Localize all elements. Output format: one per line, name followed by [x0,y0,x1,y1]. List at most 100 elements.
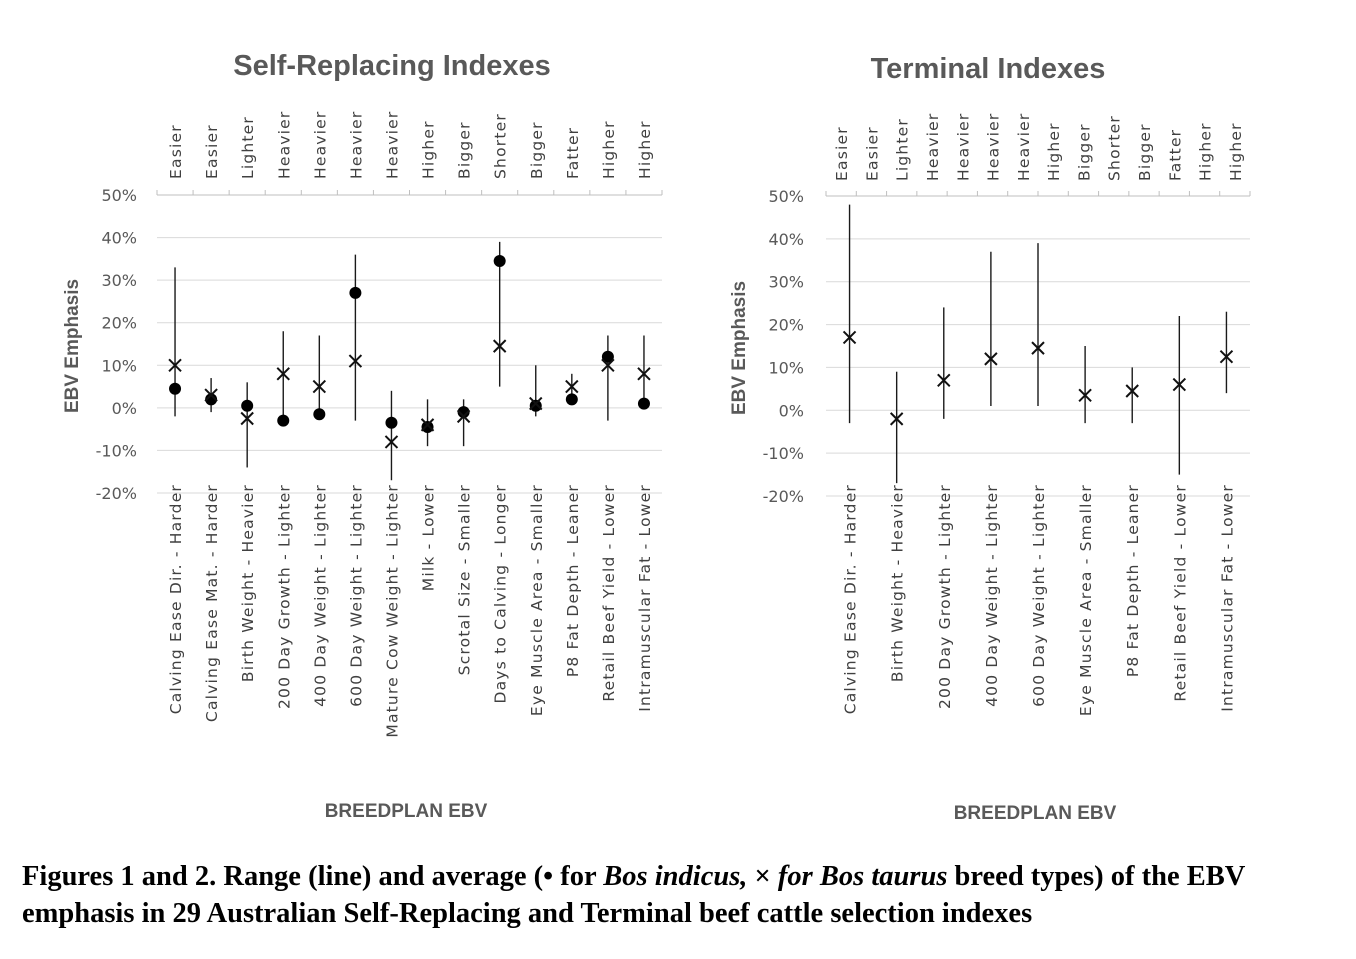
taurus-average-cross [168,358,182,372]
y-axis-label: EBV Emphasis [62,279,83,413]
indicus-average-dot [457,406,470,419]
category-label: Retail Beef Yield - Lower [1171,484,1189,702]
category-label: Scrotal Size - Smaller [456,484,474,675]
taurus-average-cross [348,354,363,368]
taurus-average-cross [984,352,998,366]
taurus-average-cross [1219,350,1234,364]
top-axis-label: Easier [833,126,851,181]
indicus-average-dot [277,414,290,427]
taurus-average-cross [492,339,507,353]
category-label: Intramuscular Fat - Lower [1218,484,1236,712]
y-tick-label: 0% [779,401,804,420]
top-axis-label: Lighter [239,116,257,179]
taurus-average-cross [637,367,651,381]
taurus-average-cross [529,396,543,411]
category-label: 400 Day Weight - Lighter [983,484,1001,707]
indicus-average-dot [241,399,254,412]
indicus-average-dot [169,382,182,395]
top-axis-label: Lighter [894,118,912,181]
taurus-average-cross [889,412,904,426]
taurus-average-cross [204,388,218,402]
taurus-average-cross [420,418,435,432]
category-label: Retail Beef Yield - Lower [600,484,618,702]
top-axis-label: Heavier [383,111,401,179]
taurus-average-cross [276,367,290,381]
terminal-chart: Terminal Indexes BREEDPLAN EBV EBV Empha… [729,53,1251,824]
category-label: 200 Day Growth - Lighter [275,484,293,709]
taurus-average-cross [1125,384,1139,398]
taurus-average-cross [842,330,857,345]
caption-italic-taurus: for Bos taurus [777,861,948,892]
top-axis-label: Heavier [1015,113,1033,181]
indicus-average-dot [349,286,362,299]
caption-text: Figures 1 and 2. Range (line) and averag… [22,861,604,892]
y-tick-label: 50% [101,186,137,205]
top-axis-label: Easier [203,124,221,179]
y-tick-label: 50% [768,187,804,206]
top-axis-label: Shorter [1106,115,1124,181]
top-axis-label: Heavier [985,113,1003,181]
category-label: 600 Day Weight - Lighter [347,484,365,707]
indicus-average-dot [601,350,614,363]
x-axis-label: BREEDPLAN EBV [325,801,488,822]
top-axis-label: Easier [863,126,881,181]
y-tick-label: 10% [101,356,137,375]
top-axis-label: Heavier [954,113,972,181]
indicus-average-dot [385,416,398,429]
top-axis-label: Fatter [1166,129,1184,181]
indicus-average-dot [493,254,506,267]
taurus-average-cross [1031,341,1045,355]
indicus-average-dot [529,399,542,412]
taurus-average-cross [601,358,615,372]
category-label: Days to Calving - Longer [492,484,510,704]
taurus-average-cross [565,379,579,394]
top-axis-label: Heavier [347,111,365,179]
taurus-average-cross [456,409,471,424]
category-label: P8 Fat Depth - Leaner [1124,484,1142,677]
y-tick-label: 40% [101,229,137,248]
y-tick-label: 30% [768,273,804,292]
y-tick-label: -10% [763,444,804,463]
indicus-average-dot [637,397,650,410]
taurus-average-cross [312,379,327,394]
taurus-average-cross [1078,388,1092,402]
figure-caption: Figures 1 and 2. Range (line) and averag… [22,858,1342,932]
charts-svg: Self-Replacing Indexes BREEDPLAN EBV EBV… [62,50,1251,824]
top-axis-label: Bigger [1075,123,1093,181]
top-axis-label: Higher [1045,122,1063,181]
top-axis-label: Heavier [275,111,293,179]
top-axis-label: Bigger [456,121,474,179]
y-tick-label: 30% [101,271,137,290]
category-label: Eye Muscle Area - Smaller [1077,484,1095,716]
category-label: Calving Ease Dir. - Harder [167,484,185,714]
top-axis-label: Heavier [924,113,942,181]
y-tick-label: 0% [112,399,137,418]
caption-text: breed types) of the EBV emphasis in 29 A… [22,861,1245,929]
category-label: Mature Cow Weight - Lighter [383,484,401,738]
caption-text: × [754,861,778,892]
y-tick-label: 20% [101,314,137,333]
taurus-average-cross [1172,377,1187,392]
y-axis-label: EBV Emphasis [729,281,750,415]
taurus-average-cross [240,411,254,426]
category-label: Birth Weight - Heavier [239,484,257,682]
category-label: Birth Weight - Heavier [889,484,907,682]
top-axis-label: Higher [420,120,438,179]
chart-title: Self-Replacing Indexes [233,50,551,82]
indicus-average-dot [313,408,326,421]
y-tick-label: 40% [768,230,804,249]
top-axis-label: Higher [636,120,654,179]
y-tick-label: -20% [96,484,137,503]
top-axis-label: Bigger [1136,123,1154,181]
top-axis-label: Heavier [311,111,329,179]
top-axis-label: Higher [600,120,618,179]
caption-italic-indicus: Bos indicus, [603,861,755,892]
category-label: 400 Day Weight - Lighter [311,484,329,707]
category-label: Eye Muscle Area - Smaller [528,484,546,716]
category-label: P8 Fat Depth - Leaner [564,484,582,677]
category-label: 200 Day Growth - Lighter [936,484,954,709]
self-replacing-chart: Self-Replacing Indexes BREEDPLAN EBV EBV… [62,50,663,822]
category-label: Intramuscular Fat - Lower [636,484,654,712]
top-axis-label: Easier [167,124,185,179]
category-label: Calving Ease Dir. - Harder [842,484,860,714]
